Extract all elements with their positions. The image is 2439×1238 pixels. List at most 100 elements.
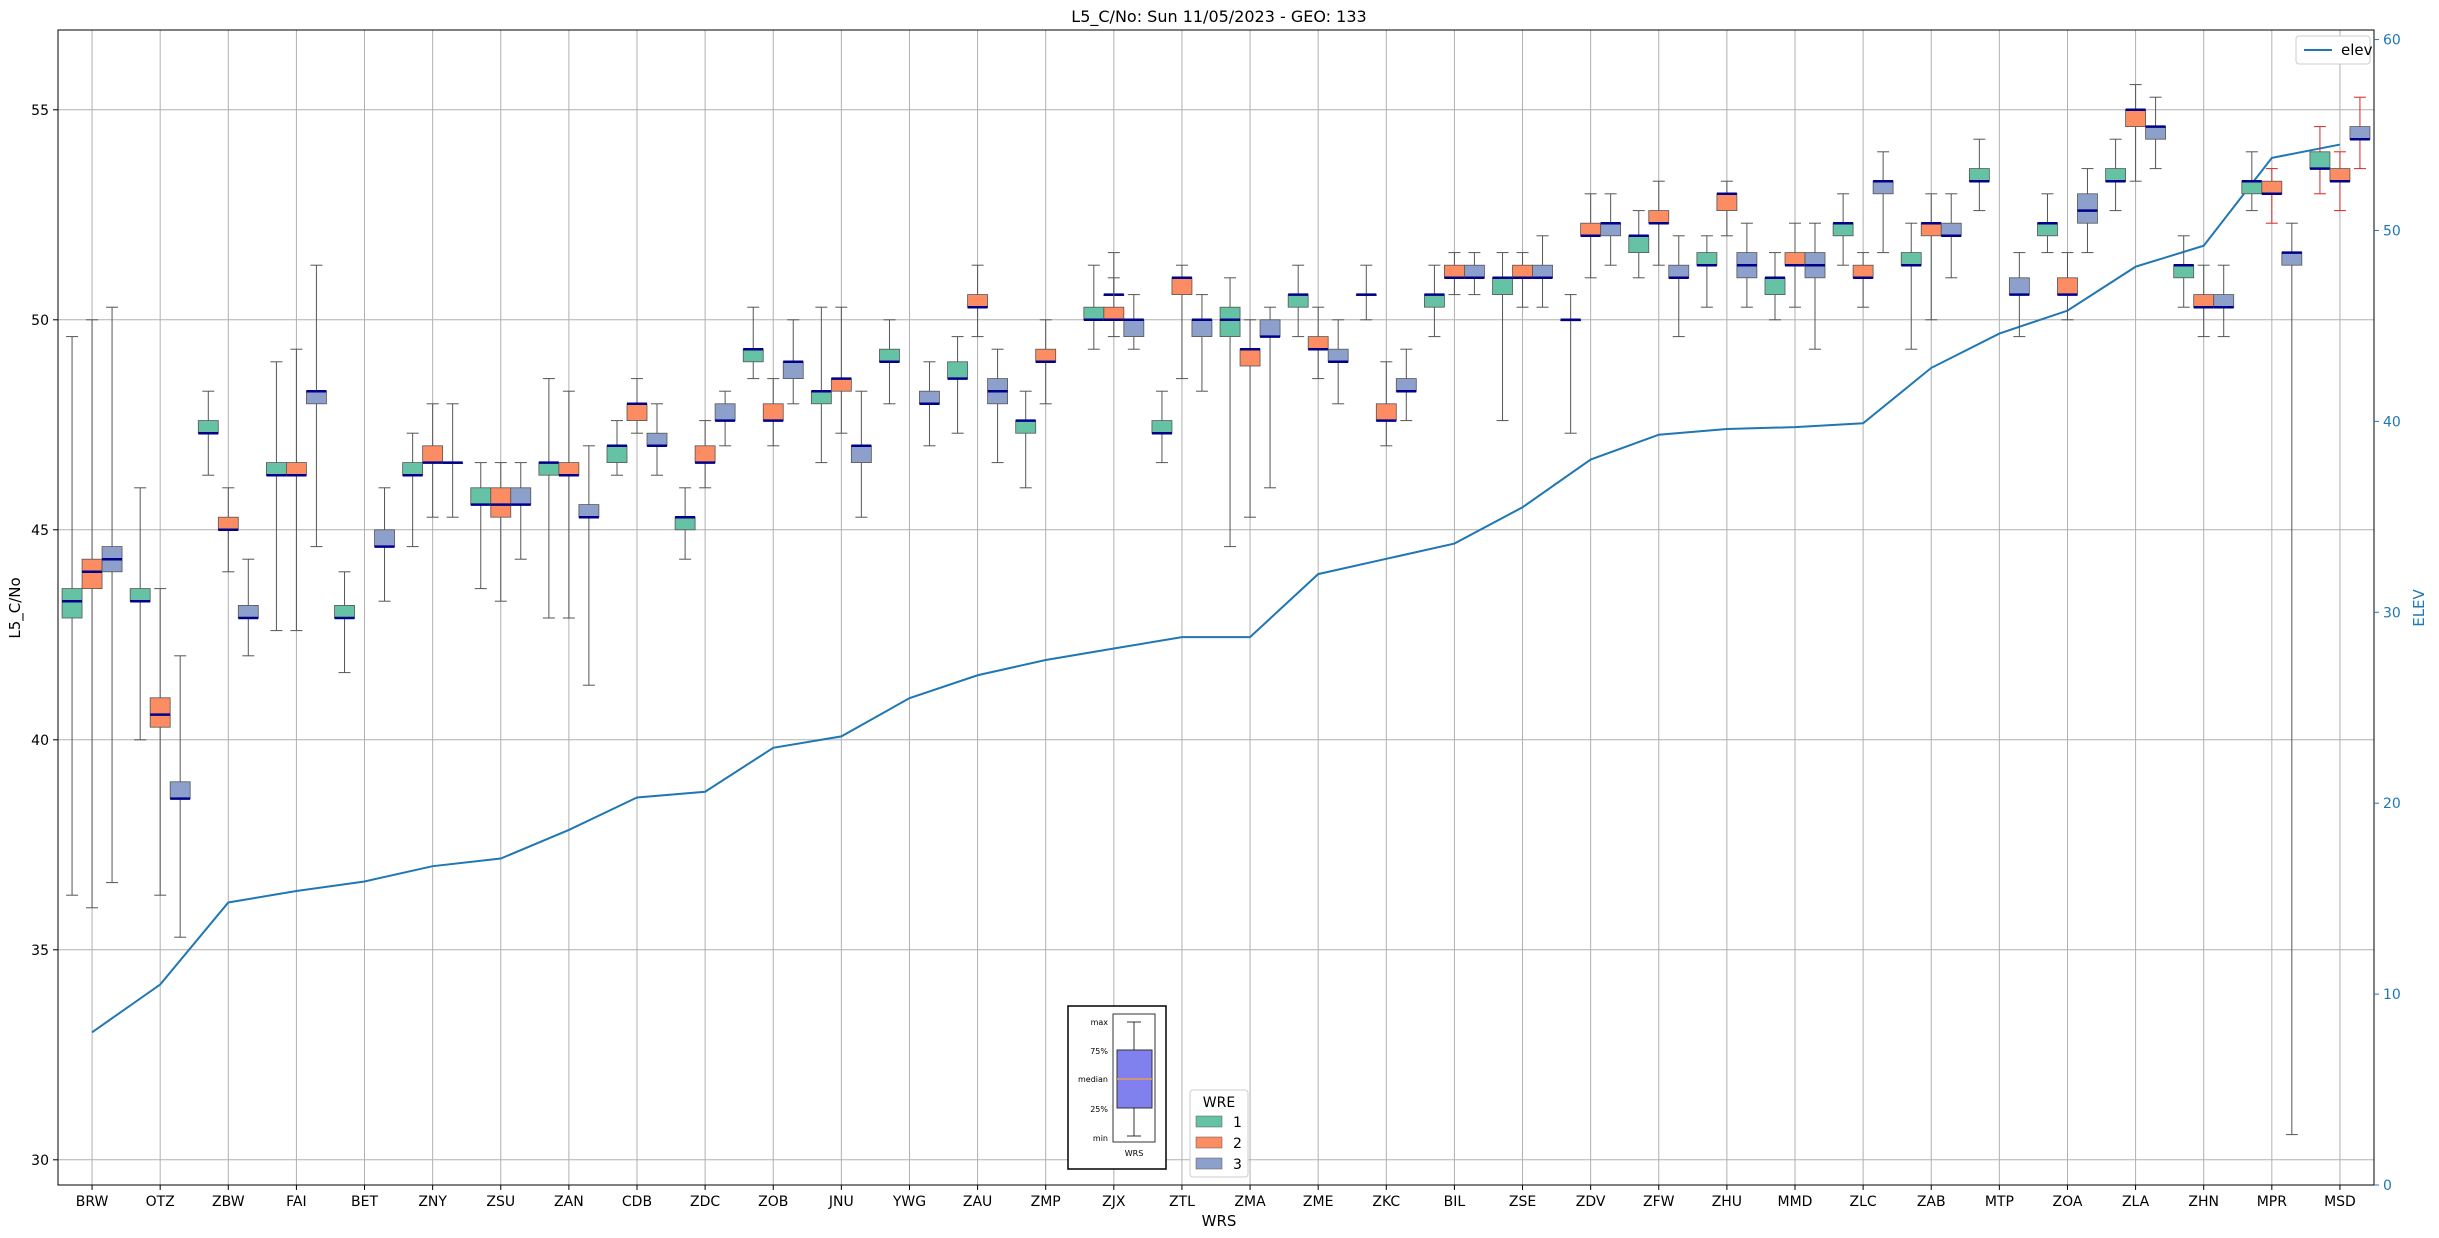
y-tick-label: 40	[31, 733, 49, 749]
box-body	[606, 445, 628, 463]
box-body	[1444, 264, 1465, 279]
box-body	[1648, 210, 1670, 224]
box-body	[1219, 306, 1241, 338]
box-2-zdc	[694, 420, 716, 489]
box-2-zkc	[1375, 361, 1397, 447]
box-3-brw	[101, 306, 123, 884]
box-2-jnu	[830, 306, 852, 434]
box-body	[1239, 348, 1261, 367]
box-body	[1512, 264, 1533, 279]
box-body	[1852, 264, 1874, 279]
box-body	[1327, 348, 1349, 363]
box-body	[2281, 252, 2303, 266]
box-1-zma	[1219, 277, 1241, 548]
x-tick-label: ZLA	[2122, 1194, 2150, 1210]
box-body	[967, 294, 988, 308]
box-1-zdc	[674, 487, 696, 560]
box-body	[510, 487, 532, 505]
wre-legend: WRE 1 2 3	[1189, 1089, 1249, 1178]
box-body	[490, 487, 512, 518]
box-1-msd	[2309, 126, 2331, 195]
box-2-fai	[286, 348, 307, 632]
box-body	[578, 504, 600, 518]
box-1-zhu	[1696, 235, 1718, 308]
box-3-zlc	[1872, 151, 1894, 254]
box-1-cdb	[606, 420, 628, 476]
x-tick-label: ZFW	[1643, 1194, 1675, 1210]
box-1-zhn	[2173, 235, 2195, 308]
y-tick-label: 45	[31, 523, 49, 539]
box-3-zny	[442, 403, 464, 518]
box-body	[558, 462, 580, 476]
box-2-zoa	[2057, 252, 2078, 321]
box-2-mpr	[2261, 168, 2283, 224]
box-body	[1696, 252, 1718, 266]
elev-line	[91, 143, 2341, 1034]
box-body	[2077, 193, 2098, 224]
y2-tick-label: 10	[2383, 987, 2401, 1003]
plot-frame	[57, 29, 2375, 1186]
box-key-median-label: median	[1078, 1075, 1108, 1084]
box-3-msd	[2349, 96, 2371, 170]
box-1-bil	[1424, 264, 1445, 338]
box-2-zab	[1920, 193, 1942, 321]
x-tick-label: ZHN	[2188, 1194, 2219, 1210]
x-tick-label: ZMA	[1234, 1194, 1266, 1210]
box-body	[762, 403, 784, 421]
x-tick-label: ZMP	[1031, 1194, 1061, 1210]
y2-tick-label: 0	[2383, 1178, 2392, 1194]
box-body	[1900, 252, 1922, 266]
box-3-zkc	[1395, 348, 1417, 422]
box-body	[626, 403, 648, 421]
box-1-zlc	[1832, 193, 1854, 266]
box-body	[1492, 277, 1513, 295]
y-tick-label: 50	[31, 313, 49, 329]
x-tick-label: MMD	[1778, 1194, 1813, 1210]
box-body	[1307, 336, 1329, 350]
box-body	[1580, 222, 1602, 237]
box-1-zdv	[1560, 294, 1582, 434]
box-1-zmp	[1015, 390, 1037, 489]
box-body	[1259, 319, 1281, 337]
box-body	[374, 529, 395, 547]
box-2-zlc	[1852, 252, 1874, 308]
box-1-zob	[742, 306, 764, 380]
box-body	[1395, 378, 1417, 392]
x-tick-label: CDB	[622, 1194, 652, 1210]
box-body	[2309, 151, 2331, 170]
box-1-zau	[947, 336, 968, 434]
box-body	[1532, 264, 1553, 279]
box-2-zbw	[217, 487, 239, 573]
box-body	[2008, 277, 2030, 295]
box-body	[2125, 109, 2146, 128]
box-3-zau	[987, 348, 1008, 464]
wre-legend-label-2: 2	[1233, 1136, 1242, 1152]
box-3-ztl	[1191, 294, 1213, 392]
box-body	[1716, 193, 1738, 212]
x-tick-label: ZSE	[1509, 1194, 1536, 1210]
y2-tick-label: 30	[2383, 605, 2401, 621]
box-key-xlabel: WRS	[1125, 1149, 1144, 1158]
x-tick-label: ZBW	[212, 1194, 245, 1210]
box-3-zfw	[1668, 235, 1690, 338]
x-tick-label: ZLC	[1850, 1194, 1877, 1210]
box-1-zme	[1287, 264, 1309, 338]
box-body	[879, 348, 900, 363]
box-key-q1: 25%	[1090, 1105, 1108, 1114]
box-body	[947, 361, 968, 379]
x-tick-label: ZKC	[1372, 1194, 1400, 1210]
y2-tick-label: 40	[2383, 414, 2401, 430]
box-1-zbw	[197, 390, 219, 476]
y2-axis-ticks: 0 10 20 30 40 50 60	[2374, 33, 2401, 1194]
box-3-zhn	[2213, 264, 2235, 338]
x-tick-label: ZNY	[418, 1194, 447, 1210]
box-3-jnu	[850, 390, 872, 518]
box-2-zau	[967, 264, 988, 338]
x-tick-label: BIL	[1444, 1194, 1466, 1210]
y-axis-ticks: 30 35 40 45 50 55	[31, 103, 58, 1169]
box-2-msd	[2329, 151, 2351, 212]
box-body	[919, 390, 940, 405]
box-body	[2213, 294, 2235, 308]
box-body	[286, 462, 307, 476]
